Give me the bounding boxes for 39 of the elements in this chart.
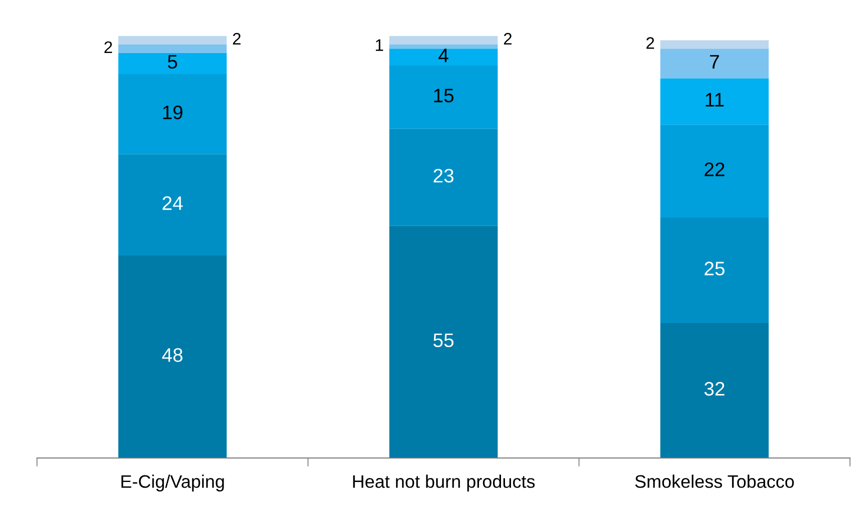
bar [118,255,227,458]
data-label: 5 [168,55,178,69]
x-tick-label: Smokeless Tobacco [635,474,794,488]
data-label: 24 [162,196,183,210]
bar [389,226,498,458]
data-label: 48 [162,348,182,362]
bar [389,48,498,66]
data-label: 11 [706,93,724,106]
bar [118,74,227,154]
bar [118,44,227,53]
data-label: 32 [704,382,724,396]
bar [660,78,769,125]
data-label: 2 [646,37,654,49]
bar [660,217,769,323]
bar [660,48,769,78]
data-label: 2 [104,41,112,53]
data-label: 22 [704,162,724,176]
x-tick-label: E-Cig/Vaping [121,474,224,492]
bar [660,322,769,458]
bar [389,36,498,44]
data-label: 7 [710,55,719,68]
bar [389,128,498,226]
data-label: 2 [232,32,241,45]
data-label: 15 [434,88,454,102]
data-label: 55 [433,334,454,348]
data-label: 25 [704,262,724,276]
data-label: 2 [504,32,512,45]
bar [660,40,769,49]
data-label: 1 [376,39,384,51]
data-label: 19 [163,106,182,120]
bar [660,124,769,218]
bar [389,44,498,49]
bar [118,36,227,44]
bar [389,66,498,129]
bar [118,52,227,74]
bar [118,154,227,256]
data-label: 4 [438,48,448,62]
data-label: 23 [434,168,454,183]
x-tick-label: Heat not burn products [353,474,535,492]
